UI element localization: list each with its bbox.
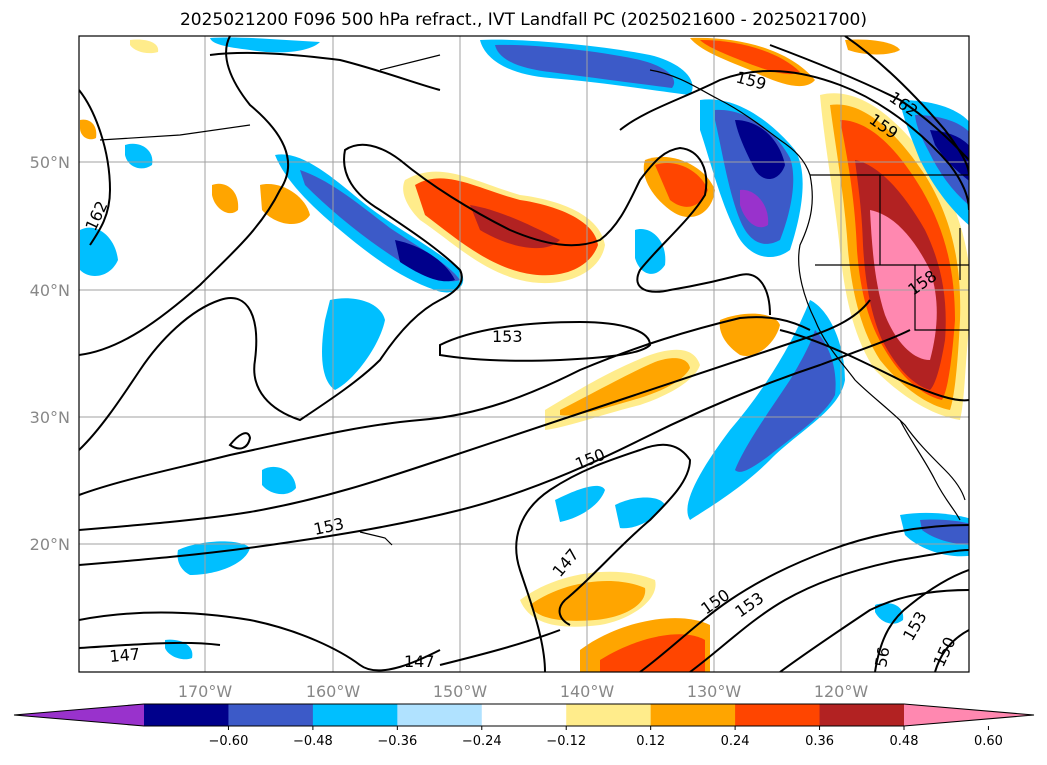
colorbar: −0.60 −0.48 −0.36 −0.24 −0.12 0.12 0.24 0.36 0.4… <box>13 703 1035 749</box>
colorbar-outline <box>13 703 1035 727</box>
contour-label: 153 <box>492 327 523 346</box>
lat-label: 50°N <box>30 153 70 172</box>
colorbar-tick-label: −0.36 <box>377 734 417 749</box>
coastlines <box>99 54 969 546</box>
colorbar-swatch <box>481 704 567 726</box>
lat-label: 20°N <box>30 535 70 554</box>
lon-label: 120°W <box>814 682 869 701</box>
plot-frame <box>78 35 970 673</box>
lon-label: 130°W <box>687 682 742 701</box>
map-title: 2025021200 F096 500 hPa refract., IVT La… <box>179 10 867 30</box>
colorbar-tick-label: 0.60 <box>974 734 1003 749</box>
colorbar-tick-label: 0.48 <box>890 734 919 749</box>
colorbar-swatch <box>819 704 905 726</box>
colorbar-swatch <box>735 704 821 726</box>
colorbar-swatch <box>650 704 736 726</box>
contour-label: 147 <box>109 644 141 666</box>
height-contours <box>79 36 969 672</box>
lon-label: 140°W <box>560 682 615 701</box>
lat-label: 40°N <box>30 281 70 300</box>
colorbar-tick-label: −0.24 <box>462 734 502 749</box>
lon-axis-labels: 170°W 160°W 150°W 140°W 130°W 120°W <box>178 682 869 701</box>
colorbar-tick-label: 0.36 <box>805 734 834 749</box>
colorbar-tick-label: 0.12 <box>636 734 665 749</box>
colorbar-swatch <box>397 704 483 726</box>
lon-label: 170°W <box>178 682 233 701</box>
lat-label: 30°N <box>30 408 70 427</box>
contour-label: 147 <box>404 652 435 671</box>
colorbar-tick-label: −0.12 <box>546 734 586 749</box>
colorbar-swatch <box>228 704 314 726</box>
contour-label: 56 <box>871 645 893 668</box>
colorbar-swatch <box>312 704 398 726</box>
colorbar-tick-label: −0.48 <box>293 734 333 749</box>
colorbar-swatch <box>566 704 652 726</box>
lat-axis-labels: 50°N 40°N 30°N 20°N <box>30 153 70 554</box>
graticule <box>79 36 969 672</box>
colorbar-extend-high <box>904 704 1034 726</box>
colorbar-extend-low <box>14 704 144 726</box>
colorbar-tick-label: 0.24 <box>721 734 750 749</box>
lon-label: 160°W <box>306 682 361 701</box>
lon-label: 150°W <box>433 682 488 701</box>
colorbar-swatch <box>144 704 229 726</box>
colorbar-tick-label: −0.60 <box>209 734 249 749</box>
